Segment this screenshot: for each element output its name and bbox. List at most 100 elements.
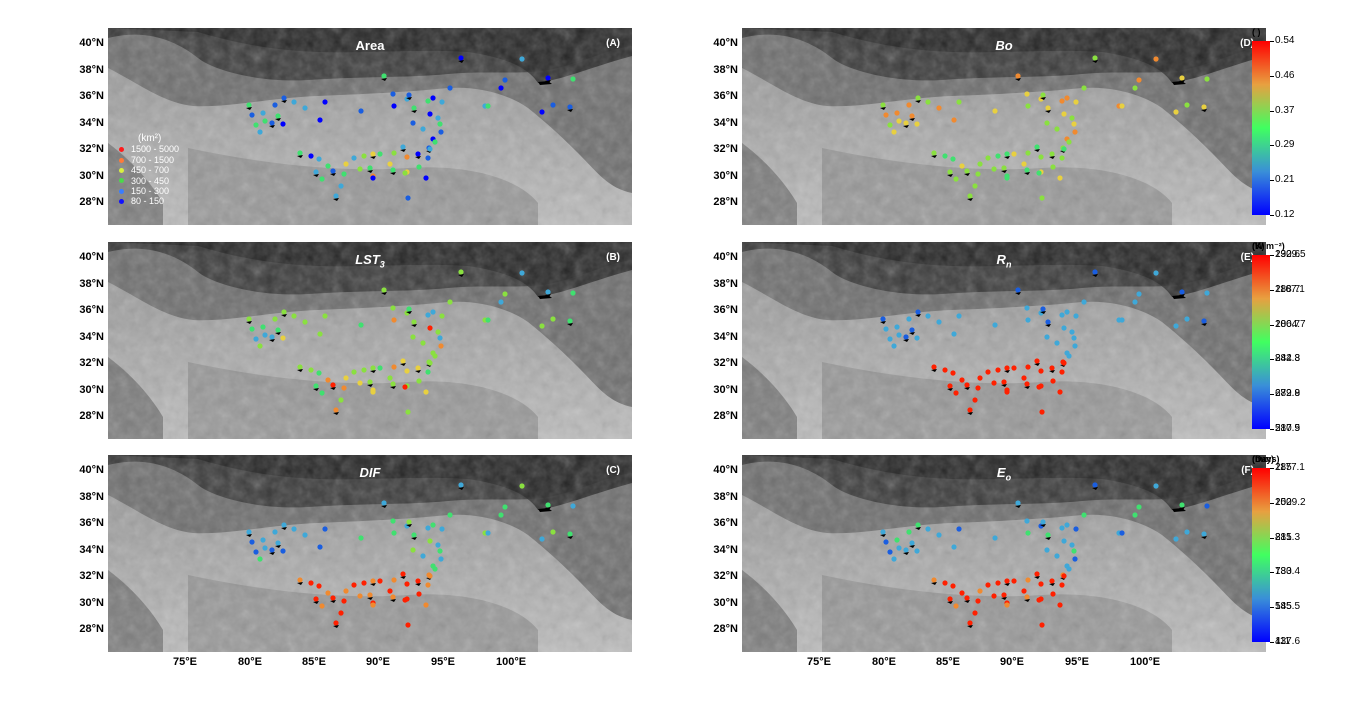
lake-point bbox=[253, 549, 259, 555]
lake-point bbox=[390, 305, 396, 311]
lake-point bbox=[275, 540, 281, 546]
lake-point bbox=[1092, 269, 1098, 275]
lake-point bbox=[423, 175, 429, 181]
lake-point bbox=[909, 540, 915, 546]
lake-point bbox=[447, 85, 453, 91]
lake-point bbox=[1201, 318, 1207, 324]
lake-point bbox=[975, 385, 981, 391]
lake-point bbox=[269, 334, 275, 340]
lake-point bbox=[991, 380, 997, 386]
lake-point bbox=[906, 102, 912, 108]
lake-point bbox=[519, 483, 525, 489]
lake-point bbox=[370, 175, 376, 181]
lake-point bbox=[883, 326, 889, 332]
lake-point bbox=[1081, 299, 1087, 305]
lake-point bbox=[959, 377, 965, 383]
lake-point bbox=[1059, 582, 1065, 588]
panel-title: Rn bbox=[996, 252, 1012, 270]
lake-point bbox=[1001, 165, 1007, 171]
lake-point bbox=[964, 168, 970, 174]
lake-point bbox=[951, 117, 957, 123]
lake-point bbox=[370, 365, 376, 371]
lake-point bbox=[246, 529, 252, 535]
lake-point bbox=[951, 544, 957, 550]
lake-point bbox=[550, 529, 556, 535]
lake-point bbox=[343, 375, 349, 381]
latitude-label: 28°N bbox=[713, 410, 738, 422]
panel-title: Area bbox=[355, 38, 385, 53]
lake-point bbox=[269, 120, 275, 126]
lake-point bbox=[1015, 287, 1021, 293]
lake-point bbox=[341, 385, 347, 391]
lake-point bbox=[420, 126, 426, 132]
lake-point bbox=[1036, 597, 1042, 603]
lake-point bbox=[931, 364, 937, 370]
lake-point bbox=[1024, 381, 1030, 387]
lake-point bbox=[880, 102, 886, 108]
lake-point bbox=[435, 542, 441, 548]
latitude-label: 34°N bbox=[713, 331, 738, 343]
colorbar-unit: (K) bbox=[1252, 241, 1265, 251]
lake-point bbox=[391, 577, 397, 583]
lake-point bbox=[1057, 389, 1063, 395]
legend-label: 300 - 450 bbox=[131, 175, 170, 186]
lake-point bbox=[891, 343, 897, 349]
lake-point bbox=[959, 163, 965, 169]
lake-point bbox=[439, 99, 445, 105]
lake-point bbox=[894, 110, 900, 116]
colorbar-tick-label: 215 bbox=[1275, 531, 1292, 543]
lake-point bbox=[991, 593, 997, 599]
lake-point bbox=[391, 364, 397, 370]
lake-point bbox=[1069, 329, 1075, 335]
longitude-label: 85°E bbox=[302, 656, 326, 668]
lake-point bbox=[570, 76, 576, 82]
colorbar-tick-label: 290.6 bbox=[1275, 249, 1301, 260]
lake-point bbox=[253, 122, 259, 128]
lake-point bbox=[1059, 369, 1065, 375]
lake-point bbox=[1039, 622, 1045, 628]
lake-point bbox=[425, 155, 431, 161]
lake-point bbox=[260, 537, 266, 543]
lake-point bbox=[427, 360, 433, 366]
longitude-label: 90°E bbox=[1000, 656, 1024, 668]
lake-point bbox=[406, 306, 412, 312]
lake-point bbox=[246, 316, 252, 322]
lake-point bbox=[1066, 139, 1072, 145]
map-panel-f: Eo (F) bbox=[742, 455, 1266, 652]
latitude-label: 40°N bbox=[79, 464, 104, 476]
legend-swatch bbox=[119, 167, 124, 173]
legend-label: 450 - 700 bbox=[131, 165, 170, 176]
legend-row: 80 - 150 bbox=[116, 196, 179, 206]
lake-point bbox=[1001, 379, 1007, 385]
lake-point bbox=[447, 299, 453, 305]
lake-point bbox=[377, 578, 383, 584]
lake-point bbox=[1021, 161, 1027, 167]
map-panel-d: Bo (D) bbox=[742, 28, 1266, 225]
latitude-label: 32°N bbox=[713, 143, 738, 155]
lake-point bbox=[1004, 175, 1010, 181]
colorbar-tick-label: 285 bbox=[1275, 462, 1292, 473]
colorbar-d bbox=[1252, 41, 1270, 215]
lake-point bbox=[402, 384, 408, 390]
lake-point bbox=[1040, 519, 1046, 525]
lake-point bbox=[915, 95, 921, 101]
lake-point bbox=[1132, 299, 1138, 305]
lake-point bbox=[550, 102, 556, 108]
lake-point bbox=[1184, 102, 1190, 108]
lake-point bbox=[425, 312, 431, 318]
longitude-label: 85°E bbox=[936, 656, 960, 668]
lake-point bbox=[1025, 530, 1031, 536]
lake-point bbox=[319, 176, 325, 182]
latitude-label: 32°N bbox=[79, 357, 104, 369]
lake-point bbox=[291, 99, 297, 105]
area-legend: (km²) 1500 - 5000 700 - 1500 450 - 700 3… bbox=[116, 133, 179, 207]
lake-point bbox=[567, 531, 573, 537]
lake-point bbox=[1050, 591, 1056, 597]
lake-point bbox=[391, 150, 397, 156]
lake-point bbox=[253, 336, 259, 342]
lake-point bbox=[880, 316, 886, 322]
lake-point bbox=[1025, 103, 1031, 109]
lake-point bbox=[425, 369, 431, 375]
colorbar-tick-label: 288.7 bbox=[1275, 283, 1301, 295]
colorbar-e bbox=[1252, 255, 1270, 429]
